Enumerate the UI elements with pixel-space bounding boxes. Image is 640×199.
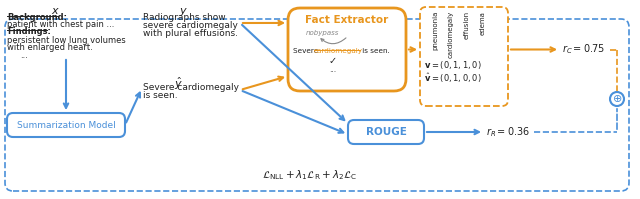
Text: $\mathcal{L}_{\mathrm{NLL}} + \lambda_1 \mathcal{L}_{\mathrm{R}} + \lambda_2 \ma: $\mathcal{L}_{\mathrm{NLL}} + \lambda_1 … [262, 168, 358, 182]
FancyBboxPatch shape [7, 113, 125, 137]
Text: with plural effusions.: with plural effusions. [143, 29, 238, 38]
Text: $\oplus$: $\oplus$ [612, 94, 622, 104]
Text: Severe: Severe [293, 48, 321, 54]
FancyBboxPatch shape [288, 8, 406, 91]
Text: effusion: effusion [464, 11, 470, 39]
Text: patient with chest pain ...: patient with chest pain ... [7, 20, 115, 29]
Text: $x$: $x$ [51, 6, 60, 16]
Circle shape [610, 92, 624, 106]
Text: severe cardiomegaly: severe cardiomegaly [143, 21, 238, 30]
Text: cardiomegaly: cardiomegaly [314, 48, 363, 54]
Text: cardiomegaly: cardiomegaly [448, 11, 454, 58]
FancyBboxPatch shape [348, 120, 424, 144]
Text: persistent low lung volumes: persistent low lung volumes [7, 36, 125, 45]
Text: $y$: $y$ [179, 6, 188, 18]
Text: nobypass: nobypass [306, 30, 339, 36]
Text: edema: edema [480, 11, 486, 35]
Text: $\hat{\mathbf{v}} = (0,1,0,0)$: $\hat{\mathbf{v}} = (0,1,0,0)$ [424, 71, 482, 85]
Text: ...: ... [20, 51, 28, 60]
Text: with enlarged heart.: with enlarged heart. [7, 43, 93, 52]
Text: Findings:: Findings: [7, 27, 51, 36]
Text: $r_R = 0.36$: $r_R = 0.36$ [486, 125, 530, 139]
Text: Radiographs show: Radiographs show [143, 13, 226, 22]
Text: Summarization Model: Summarization Model [17, 121, 115, 130]
Text: ✓: ✓ [329, 56, 337, 66]
Text: ...: ... [330, 65, 337, 74]
Text: Background:: Background: [7, 13, 67, 22]
FancyBboxPatch shape [420, 7, 508, 106]
Text: Fact Extractor: Fact Extractor [305, 15, 388, 25]
Text: $r_C = 0.75$: $r_C = 0.75$ [562, 43, 605, 56]
Text: ROUGE: ROUGE [365, 127, 406, 137]
Text: $\hat{y}$: $\hat{y}$ [173, 76, 182, 92]
Text: is seen.: is seen. [360, 48, 390, 54]
Text: $\mathbf{v} = (0,1,1,0)$: $\mathbf{v} = (0,1,1,0)$ [424, 59, 482, 71]
Text: pneumonia: pneumonia [432, 11, 438, 50]
Text: is seen.: is seen. [143, 91, 178, 100]
Text: Severe cardiomegaly: Severe cardiomegaly [143, 83, 239, 92]
